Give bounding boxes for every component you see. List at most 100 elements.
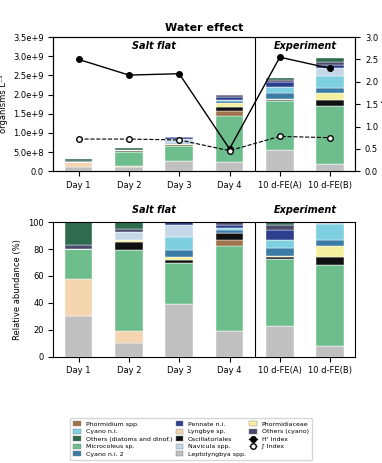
- Bar: [316, 68, 344, 76]
- Bar: [316, 76, 344, 88]
- Y-axis label: Relative abundance (%): Relative abundance (%): [13, 239, 23, 340]
- Bar: [266, 99, 294, 100]
- Bar: [316, 58, 344, 62]
- Bar: [216, 103, 243, 107]
- Bar: [65, 249, 92, 279]
- Bar: [65, 245, 92, 249]
- Bar: [216, 246, 243, 331]
- Bar: [316, 240, 344, 246]
- Bar: [65, 159, 92, 161]
- Bar: [266, 225, 294, 230]
- Y-axis label: organisms L⁻¹: organisms L⁻¹: [0, 75, 8, 133]
- Bar: [216, 162, 243, 171]
- Bar: [165, 161, 193, 171]
- Bar: [316, 265, 344, 346]
- Bar: [266, 80, 294, 81]
- Bar: [216, 233, 243, 240]
- Bar: [216, 100, 243, 101]
- Bar: [266, 78, 294, 80]
- Title: Water effect: Water effect: [165, 24, 244, 33]
- Bar: [165, 146, 193, 161]
- Bar: [216, 97, 243, 100]
- Bar: [266, 240, 294, 248]
- Bar: [216, 222, 243, 225]
- Bar: [216, 331, 243, 357]
- Bar: [316, 224, 344, 240]
- Bar: [266, 101, 294, 150]
- Bar: [115, 331, 143, 343]
- Bar: [316, 100, 344, 106]
- Bar: [216, 107, 243, 111]
- Bar: [65, 167, 92, 171]
- Bar: [165, 237, 193, 250]
- Bar: [65, 279, 92, 316]
- Bar: [216, 225, 243, 228]
- Bar: [316, 62, 344, 65]
- Text: Salt flat: Salt flat: [132, 41, 176, 50]
- Bar: [266, 257, 294, 258]
- Bar: [316, 246, 344, 257]
- Bar: [165, 260, 193, 263]
- Y-axis label: H' and J' indices: H' and J' indices: [380, 71, 382, 138]
- Bar: [316, 346, 344, 357]
- Bar: [115, 343, 143, 357]
- Bar: [266, 258, 294, 325]
- Bar: [115, 152, 143, 165]
- Bar: [316, 106, 344, 163]
- Bar: [266, 222, 294, 225]
- Bar: [316, 209, 344, 213]
- Bar: [266, 88, 294, 93]
- Bar: [165, 139, 193, 143]
- Bar: [65, 222, 92, 245]
- Bar: [165, 257, 193, 260]
- Bar: [165, 145, 193, 146]
- Bar: [316, 163, 344, 171]
- Legend: Phormidium spp., Cyano n.i., Others (diatoms and dinof.), Microcoleus sp., Cyano: Phormidium spp., Cyano n.i., Others (dia…: [70, 418, 312, 460]
- Bar: [115, 243, 143, 250]
- Bar: [266, 230, 294, 240]
- Bar: [316, 213, 344, 216]
- Bar: [65, 162, 92, 167]
- Text: Salt flat: Salt flat: [132, 205, 176, 215]
- Text: Experiment: Experiment: [274, 41, 337, 50]
- Bar: [115, 165, 143, 168]
- Bar: [316, 65, 344, 68]
- Bar: [65, 316, 92, 357]
- Bar: [216, 230, 243, 233]
- Bar: [266, 81, 294, 88]
- Bar: [316, 93, 344, 100]
- Text: Experiment: Experiment: [274, 205, 337, 215]
- Bar: [316, 216, 344, 224]
- Bar: [165, 263, 193, 304]
- Bar: [266, 150, 294, 171]
- Bar: [316, 257, 344, 265]
- Bar: [115, 232, 143, 240]
- Bar: [216, 116, 243, 162]
- Bar: [165, 137, 193, 139]
- Bar: [165, 222, 193, 225]
- Bar: [165, 250, 193, 257]
- Bar: [266, 248, 294, 256]
- Bar: [216, 111, 243, 116]
- Bar: [115, 168, 143, 171]
- Bar: [216, 101, 243, 103]
- Bar: [165, 304, 193, 357]
- Bar: [115, 148, 143, 150]
- Bar: [266, 93, 294, 99]
- Bar: [316, 88, 344, 93]
- Bar: [216, 240, 243, 246]
- Bar: [216, 95, 243, 97]
- Bar: [216, 228, 243, 230]
- Bar: [115, 222, 143, 229]
- Bar: [266, 100, 294, 101]
- Bar: [115, 150, 143, 152]
- Bar: [165, 144, 193, 145]
- Bar: [115, 240, 143, 243]
- Bar: [266, 325, 294, 357]
- Bar: [65, 161, 92, 162]
- Bar: [165, 143, 193, 144]
- Bar: [115, 229, 143, 232]
- Bar: [165, 225, 193, 237]
- Bar: [115, 250, 143, 331]
- Bar: [266, 256, 294, 257]
